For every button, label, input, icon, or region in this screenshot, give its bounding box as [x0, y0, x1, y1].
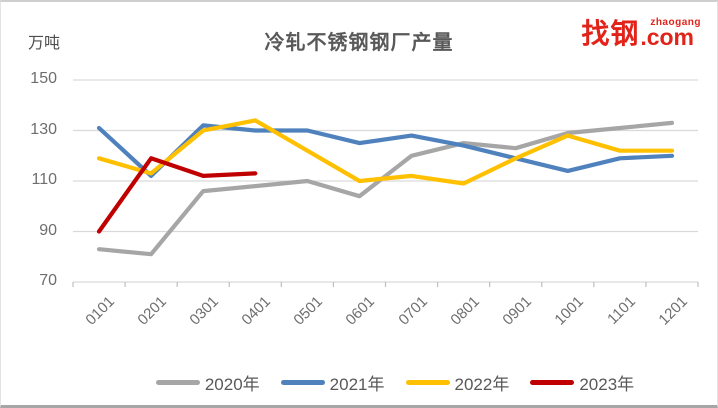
y-tick-label-110: 110: [31, 171, 57, 188]
legend-label-2021年: 2021年: [329, 375, 385, 394]
zhaogang-logo: 找钢 zhaogang .com: [581, 17, 701, 50]
legend-swatch-2022年: [405, 380, 450, 385]
legend-item-2020年: 2020年: [155, 370, 260, 395]
logo-pinyin-text: zhaogang: [650, 17, 701, 28]
logo-domain-text: .com: [640, 24, 695, 50]
legend-swatch-2021年: [280, 380, 325, 385]
series-line-2023年: [96, 156, 258, 234]
y-tick-label-130: 130: [30, 120, 57, 138]
y-tick-label-150: 150: [30, 70, 57, 87]
y-tick-label-90: 90: [39, 221, 57, 239]
legend-label-2022年: 2022年: [454, 375, 510, 394]
legend-item-2021年: 2021年: [280, 370, 385, 395]
legend-item-2022年: 2022年: [405, 370, 510, 395]
legend-item-2023年: 2023年: [530, 370, 634, 395]
legend-swatch-2020年: [155, 380, 200, 385]
series-line-2020年: [96, 120, 675, 257]
series-line-2021年: [96, 123, 675, 178]
y-axis-unit-label: 万吨: [28, 35, 61, 52]
legend: 2020年 2021年 2022年 2023年: [1, 370, 717, 395]
legend-label-2020年: 2020年: [204, 375, 260, 394]
y-tick-label-70: 70: [39, 272, 57, 289]
series-line-2022年: [96, 118, 675, 186]
logo-chinese-text: 找钢: [581, 17, 640, 49]
chart-title: 冷轧不锈钢钢厂产量: [264, 32, 454, 54]
legend-label-2023年: 2023年: [579, 375, 635, 394]
legend-swatch-2023年: [530, 380, 575, 385]
